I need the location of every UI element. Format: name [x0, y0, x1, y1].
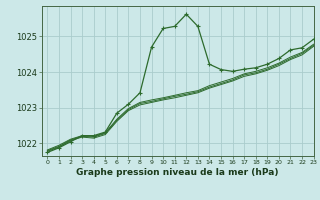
X-axis label: Graphe pression niveau de la mer (hPa): Graphe pression niveau de la mer (hPa) [76, 168, 279, 177]
